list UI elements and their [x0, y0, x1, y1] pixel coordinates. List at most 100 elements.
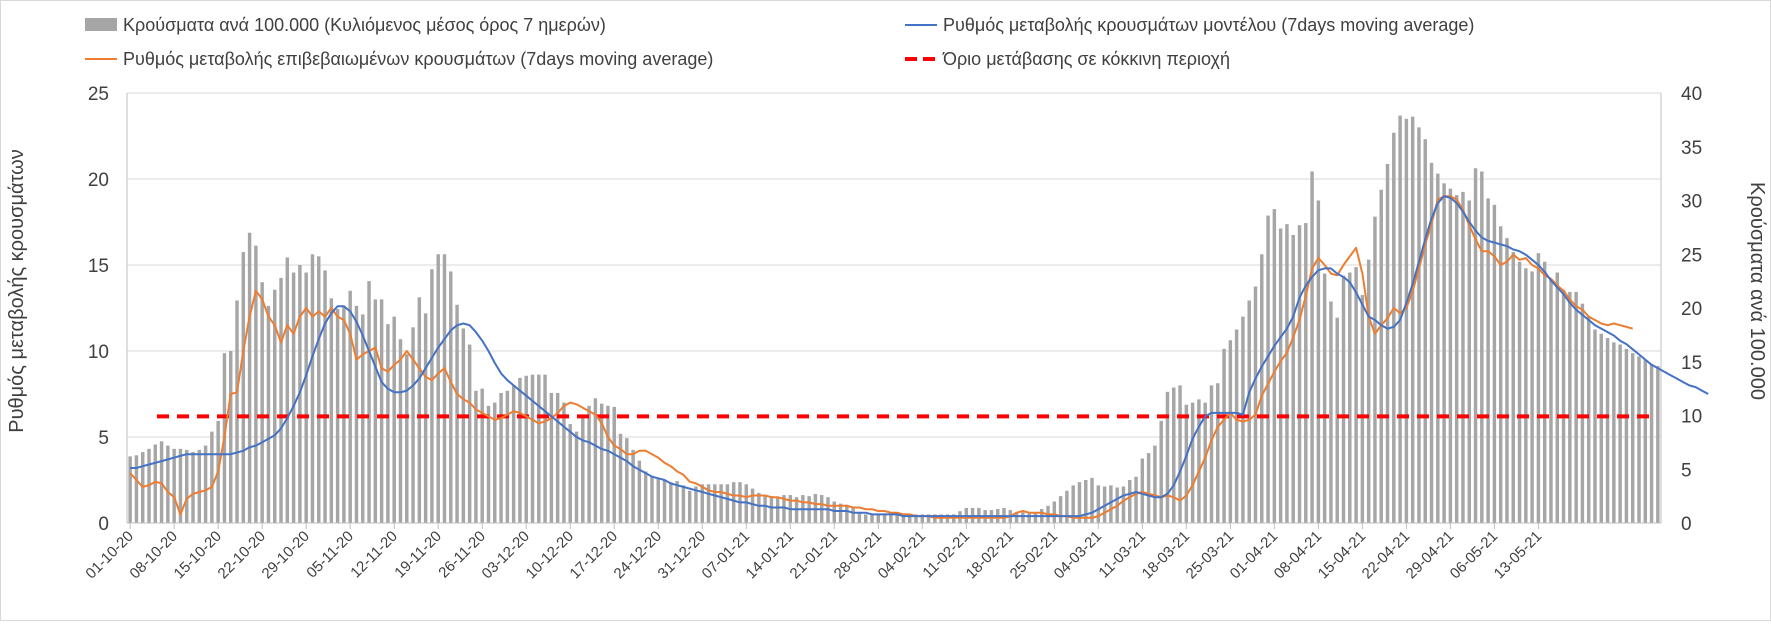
bar: [1505, 238, 1509, 523]
x-tick-label: 15-10-20: [171, 528, 225, 582]
bar: [863, 514, 868, 523]
bar: [882, 514, 887, 523]
bar: [1285, 224, 1289, 523]
bar: [537, 374, 541, 523]
x-tick-label: 08-04-21: [1271, 528, 1325, 582]
bar: [1247, 300, 1251, 523]
bar: [1297, 225, 1302, 523]
bar: [1498, 226, 1503, 524]
bar: [1021, 512, 1025, 523]
bar: [1090, 477, 1094, 523]
bar: [876, 514, 881, 523]
bar: [1467, 200, 1471, 523]
bar: [1385, 163, 1390, 523]
x-tick-label: 10-12-20: [523, 528, 577, 582]
left-tick-label: 0: [98, 514, 109, 535]
bar: [543, 374, 547, 523]
bar: [1278, 228, 1283, 523]
confirmed-rate-line: [129, 195, 1633, 519]
bar: [279, 277, 283, 523]
bar: [1561, 289, 1566, 523]
bar: [518, 377, 522, 523]
bar: [1209, 385, 1214, 523]
right-tick-label: 0: [1681, 514, 1692, 535]
bar: [1222, 348, 1226, 523]
legend: Κρούσματα ανά 100.000 (Κυλιόμενος μέσος …: [85, 15, 1474, 69]
bar: [505, 390, 510, 523]
bar: [1649, 363, 1654, 523]
bar: [367, 281, 371, 523]
bar: [197, 449, 202, 523]
x-tick-label: 19-11-20: [391, 528, 445, 582]
bar: [631, 449, 635, 523]
bar: [700, 484, 704, 523]
bar: [1197, 399, 1201, 523]
bar: [713, 484, 717, 523]
bar: [178, 448, 183, 523]
bar: [637, 460, 642, 523]
bar: [719, 484, 723, 523]
bar: [411, 327, 415, 523]
bar: [1366, 259, 1371, 523]
x-tick-label: 14-01-21: [743, 528, 797, 582]
bar: [1178, 385, 1182, 523]
bar: [1461, 191, 1465, 523]
bar: [159, 441, 164, 523]
line-series: [129, 195, 1709, 519]
legend-label: Όριο μετάβασης σε κόκκινη περιοχή: [942, 49, 1230, 69]
x-tick-label: 22-10-20: [215, 528, 269, 582]
bar: [436, 254, 440, 523]
legend-item-model: Ρυθμός μεταβολής κρουσμάτων μοντέλου (7d…: [905, 15, 1474, 35]
bar: [1146, 453, 1151, 523]
bar: [1159, 420, 1163, 523]
x-tick-label: 22-04-21: [1359, 528, 1413, 582]
bar: [706, 484, 711, 523]
x-tick-label: 01-04-21: [1227, 528, 1281, 582]
bar: [1190, 402, 1195, 523]
x-axis-ticks: 01-10-2008-10-2015-10-2022-10-2029-10-20…: [82, 523, 1545, 582]
bar: [612, 406, 616, 523]
bar: [725, 484, 730, 523]
bar: [731, 482, 736, 523]
x-tick-label: 25-03-21: [1183, 528, 1237, 582]
bar: [1410, 116, 1415, 524]
bar: [555, 392, 560, 523]
bar: [511, 385, 516, 523]
bar: [1096, 485, 1101, 523]
legend-label: Ρυθμός μεταβολής επιβεβαιωμένων κρουσμάτ…: [123, 49, 713, 69]
bar-series: [128, 115, 1660, 524]
right-tick-label: 25: [1681, 245, 1702, 266]
bar: [1492, 204, 1497, 524]
right-tick-label: 40: [1681, 84, 1702, 105]
x-tick-label: 29-04-21: [1403, 528, 1457, 582]
bar: [474, 390, 478, 523]
bar: [587, 405, 591, 523]
bar: [373, 299, 378, 523]
bar: [1172, 387, 1176, 523]
bar: [1027, 513, 1031, 523]
bar: [1549, 278, 1553, 523]
x-tick-label: 04-02-21: [875, 528, 929, 582]
bar: [1630, 353, 1635, 523]
bar: [1568, 291, 1572, 523]
bar: [1373, 216, 1377, 523]
x-tick-label: 18-03-21: [1139, 528, 1193, 582]
bar: [1524, 268, 1528, 523]
x-tick-label: 07-01-21: [699, 528, 753, 582]
legend-swatch-bar: [85, 18, 117, 31]
bar: [907, 514, 912, 523]
bar: [1322, 273, 1327, 523]
legend-label: Κρούσματα ανά 100.000 (Κυλιόμενος μέσος …: [123, 15, 606, 35]
bar: [1153, 445, 1157, 523]
bar: [1310, 171, 1314, 523]
left-tick-label: 10: [88, 342, 109, 363]
bar: [574, 431, 579, 523]
bar: [1241, 316, 1245, 523]
bar: [1348, 272, 1352, 523]
bar: [1354, 267, 1358, 523]
bar: [1448, 188, 1453, 524]
legend-label: Ρυθμός μεταβολής κρουσμάτων μοντέλου (7d…: [943, 15, 1474, 35]
bar: [895, 514, 899, 523]
